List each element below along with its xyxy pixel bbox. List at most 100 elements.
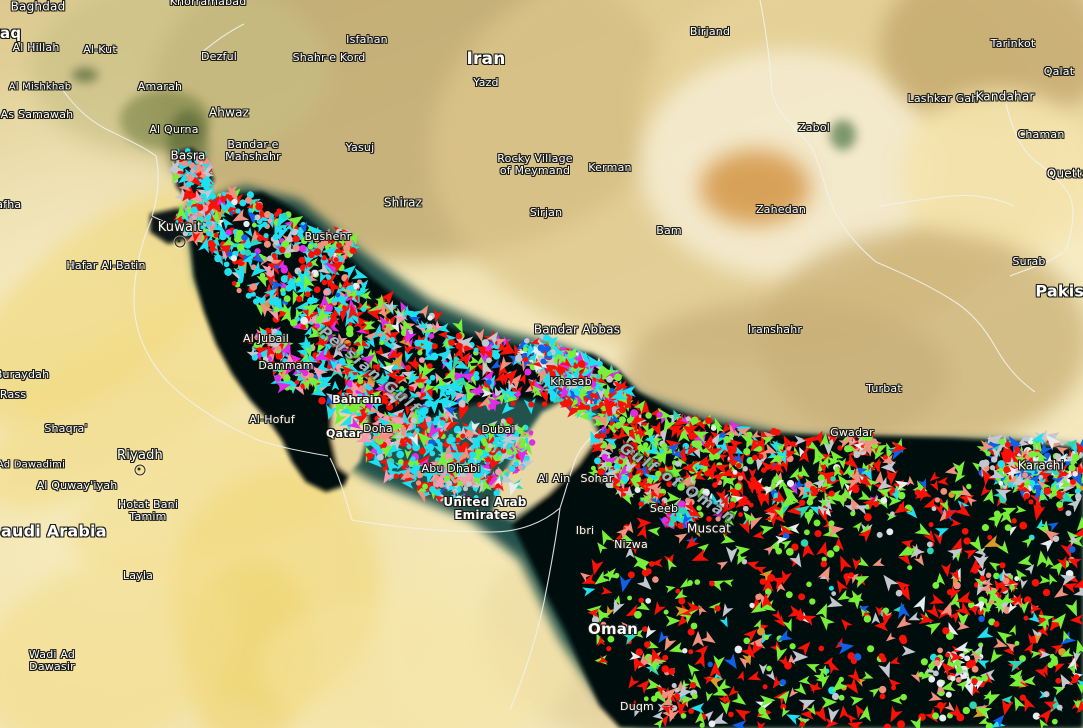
vessel-marker-moored[interactable] bbox=[224, 268, 233, 276]
vessel-marker-underway[interactable] bbox=[494, 390, 509, 405]
vessel-marker-moored[interactable] bbox=[524, 338, 530, 344]
vessel-marker-underway[interactable] bbox=[812, 704, 832, 725]
vessel-marker-moored[interactable] bbox=[591, 616, 600, 624]
vessel-marker-moored[interactable] bbox=[993, 621, 1000, 628]
vessel-marker-underway[interactable] bbox=[621, 628, 641, 646]
vessel-marker-underway[interactable] bbox=[433, 460, 449, 478]
vessel-marker-moored[interactable] bbox=[609, 388, 615, 394]
vessel-marker-moored[interactable] bbox=[246, 191, 255, 199]
vessel-marker-underway[interactable] bbox=[929, 593, 946, 609]
vessel-marker-underway[interactable] bbox=[397, 466, 417, 484]
vessel-marker-underway[interactable] bbox=[576, 371, 586, 383]
vessel-marker-moored[interactable] bbox=[487, 443, 493, 449]
vessel-marker-underway[interactable] bbox=[631, 448, 645, 461]
vessel-marker-underway[interactable] bbox=[195, 152, 209, 167]
vessel-marker-underway[interactable] bbox=[1039, 649, 1051, 659]
vessel-marker-moored[interactable] bbox=[702, 488, 710, 497]
vessel-marker-underway[interactable] bbox=[906, 475, 915, 487]
vessel-marker-underway[interactable] bbox=[719, 465, 737, 481]
vessel-marker-moored[interactable] bbox=[1014, 640, 1020, 646]
vessel-marker-underway[interactable] bbox=[297, 335, 316, 353]
vessel-marker-underway[interactable] bbox=[672, 588, 688, 603]
vessel-marker-underway[interactable] bbox=[929, 479, 942, 493]
vessel-marker-moored[interactable] bbox=[365, 431, 371, 437]
vessel-marker-underway[interactable] bbox=[486, 329, 502, 346]
vessel-marker-underway[interactable] bbox=[951, 548, 964, 562]
vessel-marker-underway[interactable] bbox=[329, 358, 339, 372]
vessel-marker-underway[interactable] bbox=[735, 425, 751, 438]
vessel-marker-underway[interactable] bbox=[1072, 526, 1083, 541]
vessel-marker-underway[interactable] bbox=[857, 473, 875, 490]
vessel-marker-underway[interactable] bbox=[691, 438, 703, 449]
vessel-marker-moored[interactable] bbox=[634, 475, 641, 482]
vessel-marker-moored[interactable] bbox=[196, 171, 202, 177]
vessel-marker-underway[interactable] bbox=[723, 423, 744, 442]
vessel-marker-underway[interactable] bbox=[714, 678, 732, 695]
vessel-marker-underway[interactable] bbox=[375, 372, 390, 386]
vessel-marker-underway[interactable] bbox=[355, 324, 370, 338]
vessel-marker-moored[interactable] bbox=[412, 443, 421, 452]
vessel-marker-underway[interactable] bbox=[338, 276, 354, 292]
vessel-marker-underway[interactable] bbox=[250, 251, 267, 267]
vessel-marker-underway[interactable] bbox=[397, 299, 409, 314]
vessel-marker-underway[interactable] bbox=[1036, 717, 1049, 728]
vessel-marker-underway[interactable] bbox=[1046, 617, 1063, 633]
vessel-marker-underway[interactable] bbox=[946, 585, 961, 601]
vessel-marker-underway[interactable] bbox=[457, 336, 474, 349]
vessel-marker-underway[interactable] bbox=[341, 353, 357, 369]
vessel-marker-underway[interactable] bbox=[285, 353, 295, 365]
vessel-marker-moored[interactable] bbox=[614, 373, 622, 382]
vessel-marker-underway[interactable] bbox=[674, 613, 691, 629]
vessel-marker-moored[interactable] bbox=[252, 298, 260, 305]
vessel-marker-moored[interactable] bbox=[847, 652, 856, 660]
vessel-marker-moored[interactable] bbox=[281, 240, 290, 249]
vessel-marker-underway[interactable] bbox=[575, 399, 592, 415]
vessel-marker-moored[interactable] bbox=[268, 297, 277, 306]
vessel-marker-moored[interactable] bbox=[1022, 472, 1028, 478]
vessel-marker-underway[interactable] bbox=[355, 395, 366, 410]
vessel-marker-underway[interactable] bbox=[1070, 470, 1083, 490]
vessel-marker-moored[interactable] bbox=[870, 438, 878, 445]
vessel-marker-underway[interactable] bbox=[1033, 633, 1042, 644]
vessel-marker-moored[interactable] bbox=[798, 499, 806, 507]
vessel-marker-moored[interactable] bbox=[236, 243, 245, 252]
vessel-marker-moored[interactable] bbox=[512, 424, 518, 431]
vessel-marker-underway[interactable] bbox=[1001, 503, 1018, 518]
vessel-marker-underway[interactable] bbox=[495, 356, 513, 374]
vessel-marker-underway[interactable] bbox=[383, 328, 401, 343]
vessel-marker-moored[interactable] bbox=[603, 389, 610, 396]
vessel-marker-moored[interactable] bbox=[422, 483, 428, 490]
vessel-marker-underway[interactable] bbox=[933, 698, 950, 715]
vessel-marker-underway[interactable] bbox=[333, 293, 350, 308]
vessel-marker-underway[interactable] bbox=[1059, 491, 1077, 507]
vessel-marker-underway[interactable] bbox=[359, 350, 378, 369]
vessel-marker-moored[interactable] bbox=[782, 532, 790, 540]
vessel-marker-underway[interactable] bbox=[726, 685, 740, 699]
vessel-marker-underway[interactable] bbox=[261, 262, 275, 278]
vessel-marker-moored[interactable] bbox=[677, 522, 684, 529]
vessel-marker-moored[interactable] bbox=[415, 480, 422, 486]
vessel-marker-moored[interactable] bbox=[668, 667, 676, 676]
vessel-marker-underway[interactable] bbox=[633, 397, 650, 414]
vessel-marker-underway[interactable] bbox=[694, 487, 705, 501]
vessel-marker-underway[interactable] bbox=[420, 389, 437, 405]
vessel-marker-underway[interactable] bbox=[647, 646, 663, 664]
vessel-marker-moored[interactable] bbox=[585, 384, 592, 390]
vessel-marker-moored[interactable] bbox=[779, 679, 787, 686]
vessel-marker-underway[interactable] bbox=[401, 478, 415, 490]
vessel-marker-underway[interactable] bbox=[804, 660, 820, 674]
vessel-marker-moored[interactable] bbox=[933, 659, 941, 667]
vessel-marker-underway[interactable] bbox=[799, 611, 817, 626]
vessel-marker-underway[interactable] bbox=[657, 712, 672, 728]
vessel-marker-moored[interactable] bbox=[854, 428, 862, 436]
vessel-marker-moored[interactable] bbox=[528, 430, 534, 436]
vessel-marker-moored[interactable] bbox=[670, 515, 678, 523]
vessel-marker-underway[interactable] bbox=[973, 552, 989, 572]
vessel-marker-moored[interactable] bbox=[850, 510, 856, 517]
vessel-marker-underway[interactable] bbox=[852, 519, 864, 533]
vessel-marker-moored[interactable] bbox=[346, 380, 354, 388]
vessel-marker-underway[interactable] bbox=[821, 696, 838, 709]
vessel-marker-underway[interactable] bbox=[704, 691, 714, 702]
vessel-marker-underway[interactable] bbox=[382, 324, 395, 337]
vessel-marker-underway[interactable] bbox=[339, 412, 357, 432]
